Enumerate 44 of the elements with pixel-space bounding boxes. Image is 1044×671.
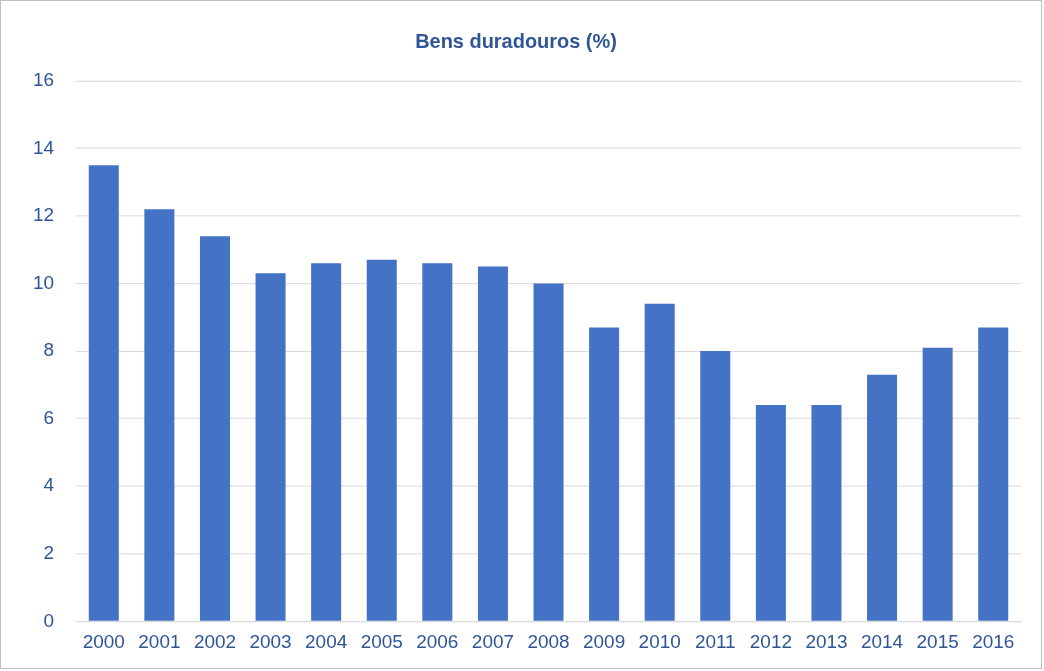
bar	[144, 209, 175, 621]
y-tick-label: 12	[32, 204, 55, 226]
x-tick-label: 2016	[972, 630, 1015, 652]
bar	[88, 165, 119, 621]
y-tick-label: 0	[43, 609, 55, 631]
bar	[867, 374, 898, 621]
bar	[422, 263, 453, 621]
x-tick-label: 2002	[193, 630, 237, 652]
x-tick-label: 2007	[471, 630, 514, 652]
bar	[644, 303, 675, 621]
bar	[255, 273, 286, 621]
bar	[700, 351, 731, 621]
x-tick-label: 2014	[860, 630, 904, 652]
x-tick-label: 2010	[638, 630, 681, 652]
y-tick-label: 16	[32, 68, 55, 90]
x-tick-label: 2015	[916, 630, 959, 652]
x-tick-label: 2008	[527, 630, 570, 652]
bar	[755, 405, 786, 621]
y-tick-label: 14	[32, 136, 55, 158]
chart-title: Bens duradouros (%)	[415, 30, 617, 53]
x-tick-label: 2001	[138, 630, 181, 652]
bar	[922, 347, 953, 621]
bar	[311, 263, 342, 621]
y-tick-label: 8	[43, 339, 55, 361]
bar	[199, 236, 230, 621]
x-tick-label: 2009	[583, 630, 626, 652]
x-tick-label: 2011	[694, 630, 736, 652]
x-tick-label: 2004	[305, 630, 348, 652]
bar	[366, 259, 397, 621]
bar	[533, 283, 564, 621]
y-tick-label: 4	[43, 474, 55, 496]
bar	[811, 405, 842, 621]
x-tick-label: 2000	[82, 630, 125, 652]
y-tick-label: 2	[43, 542, 55, 563]
bar	[978, 327, 1009, 621]
bar	[589, 327, 620, 621]
x-tick-label: 2013	[805, 630, 848, 652]
x-tick-label: 2012	[749, 630, 792, 652]
y-tick-label: 6	[43, 406, 55, 428]
x-tick-label: 2005	[360, 630, 403, 652]
x-tick-label: 2003	[249, 630, 292, 652]
bar	[477, 266, 508, 621]
x-tick-label: 2006	[416, 630, 459, 652]
y-tick-label: 10	[32, 271, 55, 293]
